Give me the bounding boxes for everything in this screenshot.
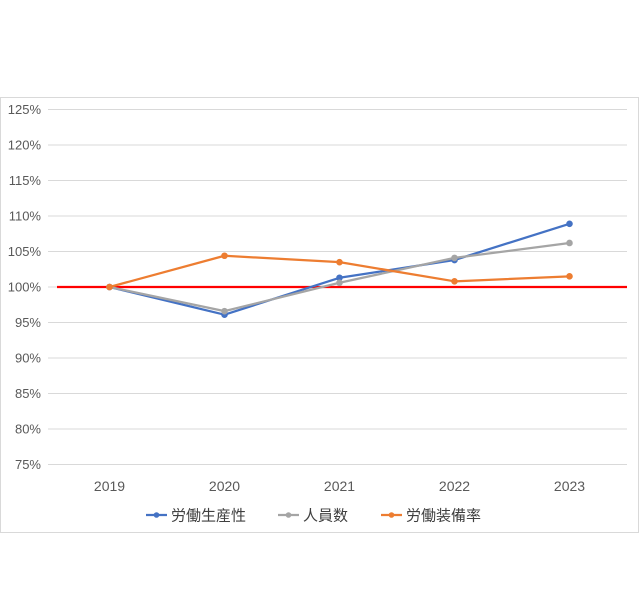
legend: 労働生産性 人員数 労働装備率 bbox=[146, 508, 481, 525]
legend-label: 労働生産性 bbox=[171, 508, 246, 525]
legend-item: 人員数 bbox=[278, 508, 348, 525]
legend-swatch-marker bbox=[285, 512, 292, 518]
y-tick-label: 80% bbox=[15, 422, 41, 437]
x-tick-label: 2020 bbox=[209, 478, 240, 494]
data-point bbox=[221, 307, 228, 315]
x-tick-label: 2019 bbox=[94, 478, 125, 494]
data-point bbox=[566, 273, 573, 280]
y-tick-label: 115% bbox=[9, 173, 42, 188]
data-point bbox=[566, 239, 573, 247]
y-tick-label: 75% bbox=[15, 457, 41, 472]
y-tick-label: 95% bbox=[15, 315, 41, 330]
y-tick-label: 105% bbox=[8, 244, 42, 259]
data-point bbox=[566, 220, 573, 228]
x-tick-label: 2022 bbox=[439, 478, 470, 494]
data-point bbox=[451, 278, 458, 285]
y-tick-label: 125% bbox=[8, 102, 42, 117]
x-axis: 2019 2020 2021 2022 2023 bbox=[94, 478, 585, 494]
legend-swatch-marker bbox=[153, 512, 160, 518]
y-tick-label: 110% bbox=[9, 209, 42, 224]
legend-swatch-marker bbox=[388, 512, 395, 518]
y-tick-label: 100% bbox=[8, 280, 42, 295]
data-point bbox=[336, 258, 343, 266]
x-tick-label: 2021 bbox=[324, 478, 355, 494]
legend-item: 労働装備率 bbox=[381, 508, 481, 525]
legend-label: 人員数 bbox=[303, 508, 348, 525]
data-point bbox=[336, 279, 343, 287]
x-tick-label: 2023 bbox=[554, 478, 585, 494]
data-point bbox=[451, 254, 458, 262]
y-tick-label: 90% bbox=[15, 351, 41, 366]
legend-item: 労働生産性 bbox=[146, 508, 246, 525]
series-group bbox=[106, 220, 573, 318]
y-tick-label: 120% bbox=[8, 138, 42, 153]
chart-frame bbox=[0, 97, 639, 533]
y-tick-label: 85% bbox=[15, 386, 41, 401]
data-point bbox=[106, 283, 113, 291]
series-3 bbox=[106, 252, 573, 291]
data-point bbox=[221, 252, 228, 260]
legend-label: 労働装備率 bbox=[406, 508, 481, 525]
y-axis: 75% 80% 85% 90% 95% 100% 105% 110% 115% 120% 125% bbox=[8, 102, 42, 472]
